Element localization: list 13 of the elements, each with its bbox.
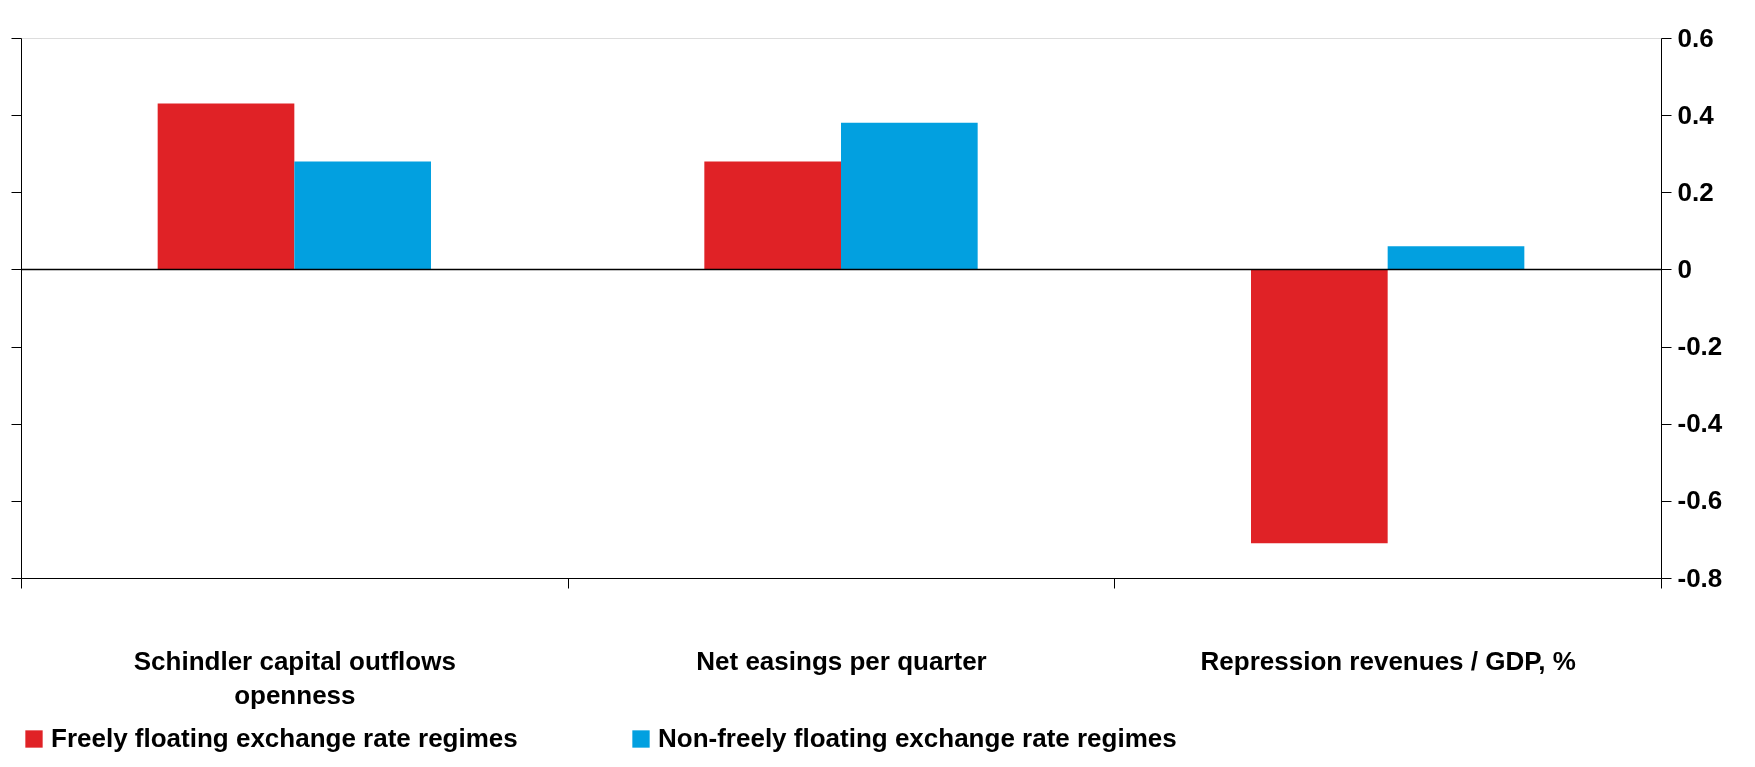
y-tick-label: -0.4 (1677, 408, 1723, 439)
x-tick-label: Repression revenues / GDP, % (1200, 645, 1576, 676)
legend-label: Non-freely floating exchange rate regimes (658, 723, 1177, 753)
legend-label: Freely floating exchange rate regimes (51, 723, 518, 753)
y-tick-label: 0 (1677, 253, 1692, 284)
y-tick-label: 0.6 (1677, 22, 1714, 53)
y-tick-label: 0.4 (1677, 99, 1715, 130)
y-tick-label: 0.2 (1677, 176, 1714, 207)
x-tick-label: Net easings per quarter (696, 645, 987, 676)
x-tick-label: Schindler capital outflows openness (133, 645, 456, 710)
y-tick-label: -0.8 (1677, 562, 1723, 593)
y-tick-label: -0.2 (1677, 331, 1723, 362)
y-tick-label: -0.6 (1677, 485, 1723, 516)
